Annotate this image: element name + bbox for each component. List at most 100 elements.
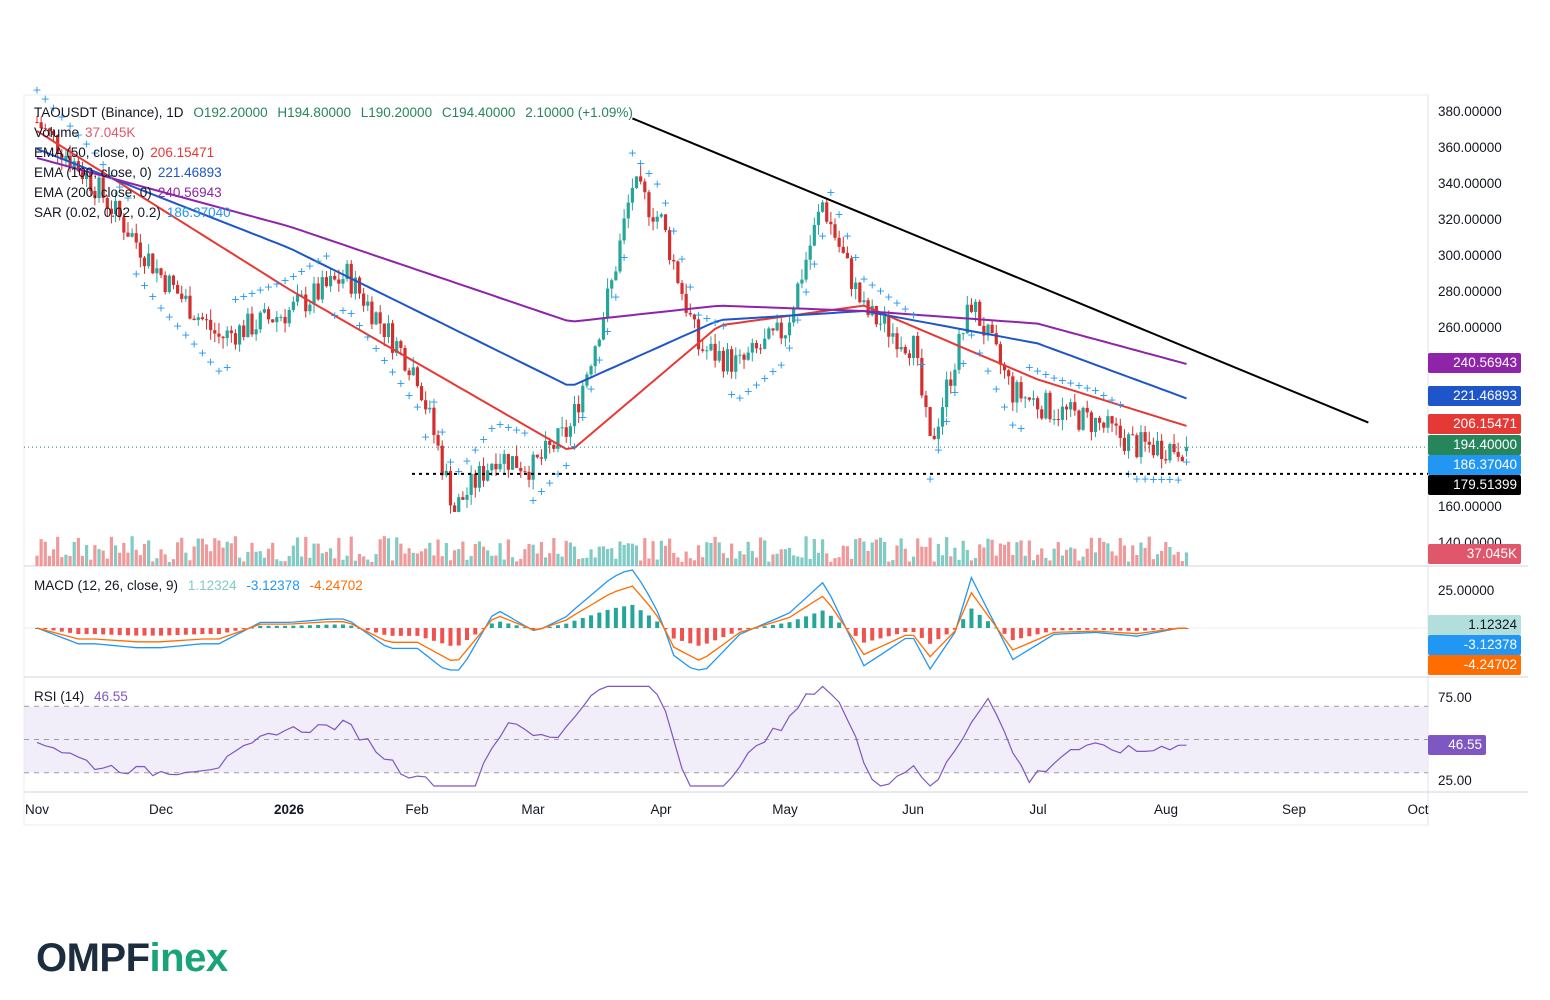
sar-point: + bbox=[1074, 379, 1083, 392]
volume-bar bbox=[279, 561, 283, 566]
macd-legend[interactable]: MACD (12, 26, close, 9) 1.12324 -3.12378… bbox=[34, 576, 369, 596]
candle-body bbox=[829, 221, 833, 225]
macd-histogram-bar bbox=[498, 621, 503, 628]
volume-bar bbox=[204, 544, 209, 566]
volume-bar bbox=[1180, 561, 1184, 566]
ema100-line bbox=[36, 148, 1187, 400]
macd-signal-tag: -4.24702 bbox=[1428, 655, 1521, 675]
volume-bar bbox=[93, 545, 97, 566]
macd-histogram-bar bbox=[762, 626, 767, 628]
candle-body bbox=[1031, 398, 1036, 400]
volume-bar bbox=[891, 560, 895, 566]
candle-body bbox=[961, 333, 965, 335]
legend-ema50[interactable]: EMA (50, close, 0) 206.15471 bbox=[34, 143, 639, 163]
candle-body bbox=[680, 282, 684, 294]
macd-histogram-bar bbox=[1019, 628, 1024, 639]
candle-body bbox=[688, 312, 692, 315]
macd-histogram-bar bbox=[580, 618, 585, 628]
candle-body bbox=[994, 333, 998, 345]
rsi-legend[interactable]: RSI (14) 46.55 bbox=[34, 687, 134, 707]
candle-body bbox=[816, 211, 821, 225]
volume-bar bbox=[254, 551, 258, 566]
sar-point: + bbox=[909, 309, 918, 322]
macd-histogram-bar bbox=[68, 628, 73, 633]
candle-body bbox=[93, 190, 97, 199]
sar-point: + bbox=[537, 485, 546, 498]
indicator-value: 186.37040 bbox=[166, 205, 231, 220]
macd-line-tag: -3.12378 bbox=[1428, 635, 1521, 655]
candle-body bbox=[552, 444, 556, 449]
candle-body bbox=[374, 312, 378, 325]
candle-body bbox=[1015, 382, 1019, 403]
sar-point: + bbox=[1099, 389, 1108, 402]
volume-bar bbox=[701, 557, 705, 566]
volume-bar bbox=[122, 542, 126, 566]
candle-body bbox=[982, 325, 986, 336]
volume-bar bbox=[109, 536, 114, 566]
volume-bar bbox=[854, 539, 858, 566]
sar-point: + bbox=[1132, 472, 1141, 485]
candle-body bbox=[659, 214, 663, 217]
candle-body bbox=[758, 348, 763, 350]
macd-histogram-bar bbox=[332, 624, 337, 628]
volume-bar bbox=[593, 557, 597, 566]
candle-body bbox=[684, 293, 688, 313]
volume-bar bbox=[258, 551, 262, 566]
volume-bar bbox=[1118, 538, 1122, 566]
volume-bar bbox=[43, 541, 47, 566]
legend-ema200[interactable]: EMA (200, close, 0) 240.56943 bbox=[34, 183, 639, 203]
legend-ema100[interactable]: EMA (100, close, 0) 221.46893 bbox=[34, 163, 639, 183]
candle-body bbox=[370, 301, 374, 325]
volume-bar bbox=[47, 555, 52, 566]
candle-body bbox=[940, 407, 945, 427]
candle-body bbox=[362, 293, 366, 306]
ohlc-close: C194.40000 bbox=[441, 105, 516, 120]
sar-point: + bbox=[694, 309, 703, 322]
candle-body bbox=[213, 330, 217, 334]
candle-body bbox=[151, 253, 155, 274]
volume-bar bbox=[610, 548, 614, 566]
sar-point: + bbox=[719, 319, 728, 332]
volume-bar bbox=[291, 545, 295, 566]
volume-bar bbox=[1027, 540, 1031, 566]
candle-body bbox=[192, 318, 196, 321]
sar-point: + bbox=[1165, 473, 1174, 486]
macd-histogram-bar bbox=[605, 609, 610, 628]
volume-bar bbox=[345, 555, 349, 566]
candle-body bbox=[1056, 419, 1060, 421]
volume-bar bbox=[730, 543, 734, 566]
candle-body bbox=[291, 301, 295, 310]
volume-bar bbox=[390, 560, 395, 566]
sar-point: + bbox=[1091, 384, 1100, 397]
candle-body bbox=[200, 317, 204, 320]
candle-body bbox=[419, 386, 424, 401]
macd-histogram-bar bbox=[845, 628, 850, 630]
sar-point: + bbox=[620, 251, 629, 264]
candle-body bbox=[920, 357, 924, 396]
volume-bar bbox=[1019, 540, 1023, 566]
candle-body bbox=[395, 341, 399, 353]
candle-body bbox=[1077, 410, 1081, 430]
candle-body bbox=[560, 427, 564, 429]
volume-bar bbox=[1060, 555, 1065, 566]
volume-bar bbox=[167, 561, 171, 566]
candle-body bbox=[1172, 444, 1176, 453]
macd-histogram-bar bbox=[597, 612, 602, 628]
volume-bar bbox=[337, 537, 341, 566]
candle-body bbox=[85, 173, 89, 180]
volume-bar bbox=[634, 545, 639, 566]
indicator-value: 37.045K bbox=[85, 125, 136, 140]
legend-sar[interactable]: SAR (0.02, 0.02, 0.2) 186.37040 bbox=[34, 203, 639, 223]
candle-body bbox=[312, 283, 316, 305]
legend-volume[interactable]: Volume 37.045K bbox=[34, 123, 639, 143]
sar-point: + bbox=[917, 358, 926, 371]
candle-body bbox=[262, 309, 267, 313]
volume-bar bbox=[787, 547, 792, 566]
candle-body bbox=[486, 470, 490, 481]
sar-point: + bbox=[107, 169, 116, 182]
sar-point: + bbox=[90, 147, 99, 160]
macd-signal-value: -4.24702 bbox=[309, 578, 363, 593]
symbol-name[interactable]: TAOUSDT (Binance), 1D bbox=[34, 105, 184, 120]
sar-point: + bbox=[148, 290, 157, 303]
